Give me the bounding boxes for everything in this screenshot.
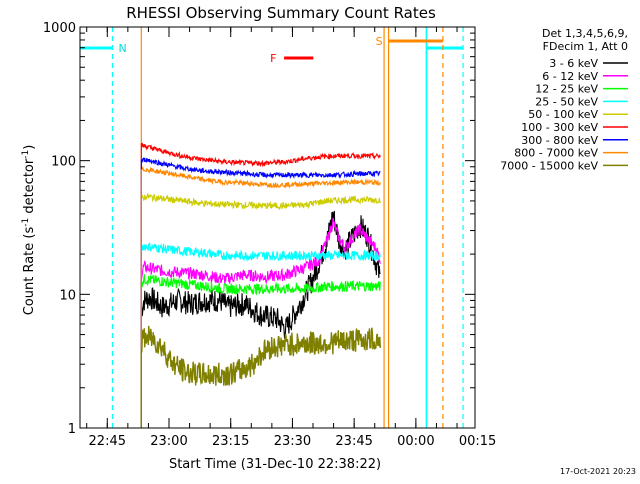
x-tick-label: 23:30 [274, 434, 311, 449]
legend-label-4: 25 - 50 keV [535, 95, 598, 108]
y-tick-label: 100 [51, 155, 76, 170]
x-tick-label: 23:45 [335, 434, 372, 449]
x-tick-label: 23:15 [212, 434, 249, 449]
series-line-3 [140, 274, 381, 428]
legend-header-line-2: FDecim 1, Att 0 [543, 40, 628, 53]
y-tick-label: 10 [59, 288, 76, 303]
night-label: N [119, 42, 127, 55]
legend: Det 1,3,4,5,6,9, FDecim 1, Att 0 3 - 6 k… [500, 27, 628, 172]
x-tick-label: 00:15 [459, 434, 496, 449]
y-axis-label-sup1: -1 [21, 218, 31, 227]
series-line-1 [140, 210, 381, 428]
y-axis-label-main: Count Rate (s [22, 227, 37, 316]
flare-label: F [270, 52, 276, 65]
y-axis-label-sup2: -1 [21, 150, 31, 159]
y-tick-label: 1000 [43, 21, 76, 36]
x-axis-label: Start Time (31-Dec-10 22:38:22) [169, 457, 381, 472]
chart-title: RHESSI Observing Summary Count Rates [126, 4, 436, 22]
legend-label-8: 800 - 7000 keV [514, 147, 598, 160]
x-tick-label: 22:45 [89, 434, 126, 449]
legend-label-1: 3 - 6 keV [549, 57, 598, 70]
x-tick-label: 00:00 [397, 434, 434, 449]
plot-area: N S F 1 10 100 1000 22:45 23:00 23:15 23:30 23:45 00… [43, 21, 496, 449]
y-axis-label: Count Rate (s-1 detector-1) [21, 145, 37, 316]
series-line-6 [140, 142, 381, 428]
legend-label-3: 12 - 25 keV [535, 83, 598, 96]
series-line-2 [140, 217, 381, 428]
y-tick-label: 1 [68, 422, 76, 437]
series-line-5 [140, 193, 381, 428]
plot-inner: N S F [80, 27, 464, 428]
footer-date: 17-Oct-2021 20:23 [560, 467, 636, 476]
saa-label: S [376, 35, 383, 48]
legend-label-2: 6 - 12 keV [542, 70, 598, 83]
series-line-4 [140, 242, 381, 428]
series-line-7 [140, 157, 381, 428]
legend-label-9: 7000 - 15000 keV [500, 159, 598, 172]
series-line-8 [140, 165, 381, 428]
legend-header-line-1: Det 1,3,4,5,6,9, [542, 27, 628, 40]
legend-label-6: 100 - 300 keV [521, 121, 598, 134]
y-axis-label-end: ) [22, 145, 37, 150]
series-line-9 [140, 325, 381, 428]
y-axis-label-mid: detector [22, 158, 37, 218]
legend-label-5: 50 - 100 keV [528, 108, 598, 121]
plot-frame [79, 26, 476, 429]
x-tick-label: 23:00 [150, 434, 187, 449]
legend-label-7: 300 - 800 keV [521, 134, 598, 147]
